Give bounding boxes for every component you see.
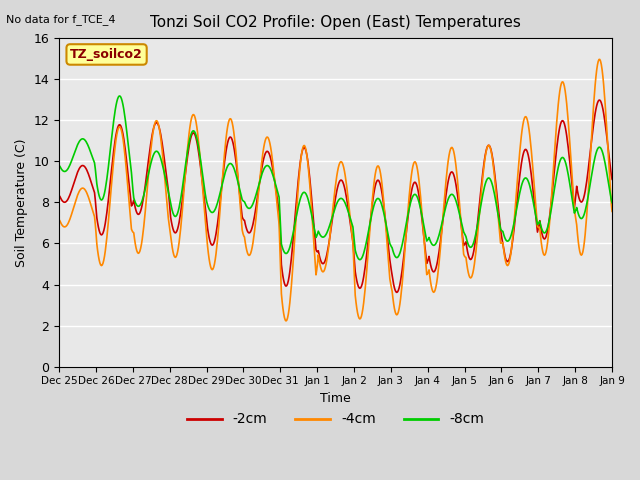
-4cm [55, 217, 63, 223]
-4cm [404, 213, 412, 219]
-4cm [282, 318, 290, 324]
-8cm [209, 210, 216, 216]
-4cm [179, 209, 186, 215]
X-axis label: Time: Time [320, 392, 351, 405]
Text: TZ_soilco2: TZ_soilco2 [70, 48, 143, 61]
-2cm [179, 198, 186, 204]
-2cm [393, 289, 401, 295]
-2cm [122, 154, 130, 159]
-4cm [608, 208, 616, 214]
-8cm [116, 93, 124, 99]
-4cm [420, 232, 428, 238]
-2cm [65, 194, 73, 200]
-2cm [596, 97, 604, 103]
Y-axis label: Soil Temperature (C): Soil Temperature (C) [15, 138, 28, 266]
Line: -8cm: -8cm [59, 96, 612, 260]
Title: Tonzi Soil CO2 Profile: Open (East) Temperatures: Tonzi Soil CO2 Profile: Open (East) Temp… [150, 15, 521, 30]
-2cm [55, 192, 63, 198]
-4cm [65, 218, 73, 224]
Text: No data for f_TCE_4: No data for f_TCE_4 [6, 14, 116, 25]
-8cm [608, 200, 616, 205]
-8cm [123, 129, 131, 135]
-2cm [420, 232, 428, 238]
-4cm [122, 164, 130, 169]
-8cm [420, 226, 428, 232]
-4cm [596, 57, 604, 62]
-8cm [55, 163, 63, 168]
-2cm [207, 242, 215, 248]
Line: -2cm: -2cm [59, 100, 612, 292]
-2cm [404, 218, 412, 224]
-8cm [65, 164, 73, 169]
-8cm [404, 210, 412, 216]
Legend: -2cm, -4cm, -8cm: -2cm, -4cm, -8cm [181, 407, 490, 432]
-4cm [207, 266, 215, 272]
-2cm [608, 176, 616, 182]
Line: -4cm: -4cm [59, 60, 612, 321]
-8cm [356, 257, 364, 263]
-8cm [179, 181, 187, 187]
